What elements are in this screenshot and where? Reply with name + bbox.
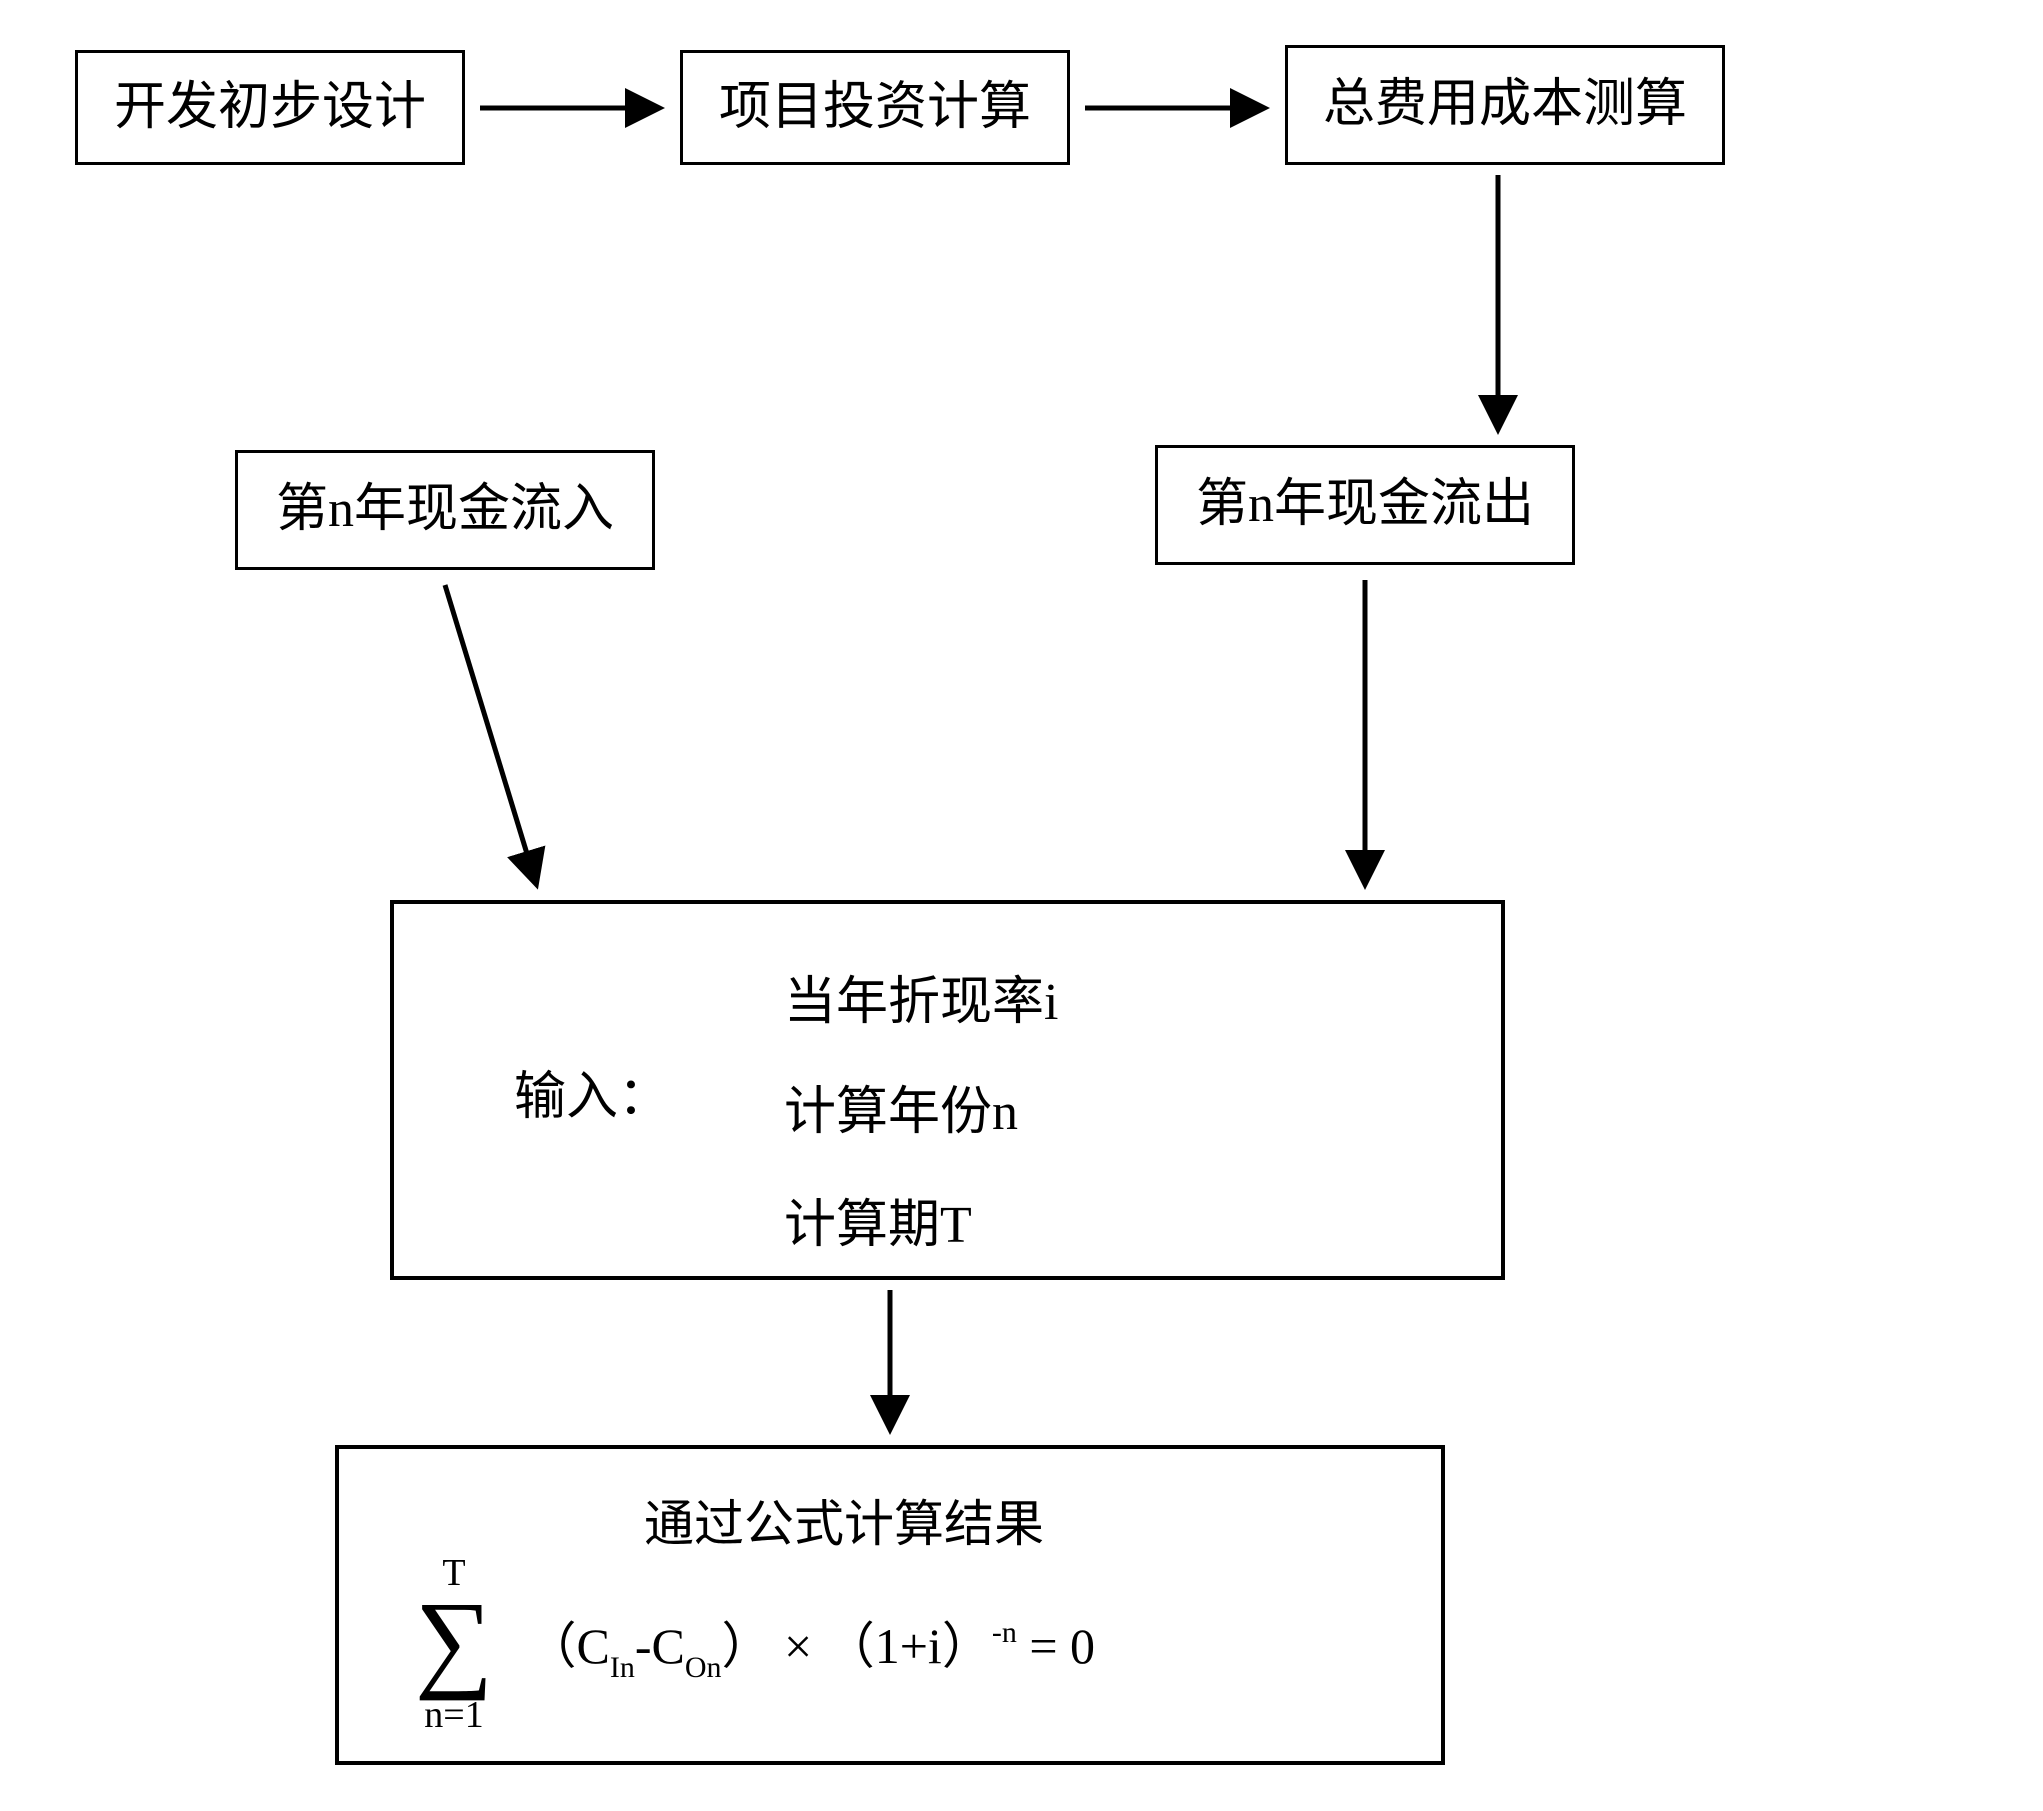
node-design: 开发初步设计 [75, 50, 465, 165]
node-cash-out-label: 第n年现金流出 [1196, 471, 1534, 539]
sigma-upper: T [442, 1551, 465, 1595]
sigma-icon: T ∑ n=1 [394, 1559, 514, 1729]
node-investment-label: 项目投资计算 [719, 74, 1031, 142]
input-item-1: 当年折现率i [784, 959, 1058, 1034]
node-totalcost: 总费用成本测算 [1285, 45, 1725, 165]
edge-n4-n6 [445, 585, 535, 880]
formula-expression: T ∑ n=1 （CIn-COn） × （1+i）-n = 0 [394, 1559, 1095, 1729]
node-investment: 项目投资计算 [680, 50, 1070, 165]
input-item-2: 计算年份n [784, 1069, 1018, 1144]
sigma-lower: n=1 [424, 1693, 483, 1737]
input-item-3: 计算期T [784, 1182, 972, 1257]
node-cash-in: 第n年现金流入 [235, 450, 655, 570]
formula-body: （CIn-COn） × （1+i）-n = 0 [527, 1618, 1096, 1674]
node-cash-in-label: 第n年现金流入 [276, 476, 614, 544]
node-cash-out: 第n年现金流出 [1155, 445, 1575, 565]
sigma-symbol: ∑ [415, 1585, 493, 1695]
node-input-block: 输入： 当年折现率i 计算年份n 计算期T [390, 900, 1505, 1280]
node-totalcost-label: 总费用成本测算 [1323, 71, 1687, 139]
node-formula-block: 通过公式计算结果 T ∑ n=1 （CIn-COn） × （1+i）-n = 0 [335, 1445, 1445, 1765]
node-design-label: 开发初步设计 [114, 74, 426, 142]
formula-title: 通过公式计算结果 [644, 1484, 1044, 1556]
input-label: 输入： [514, 1054, 670, 1129]
